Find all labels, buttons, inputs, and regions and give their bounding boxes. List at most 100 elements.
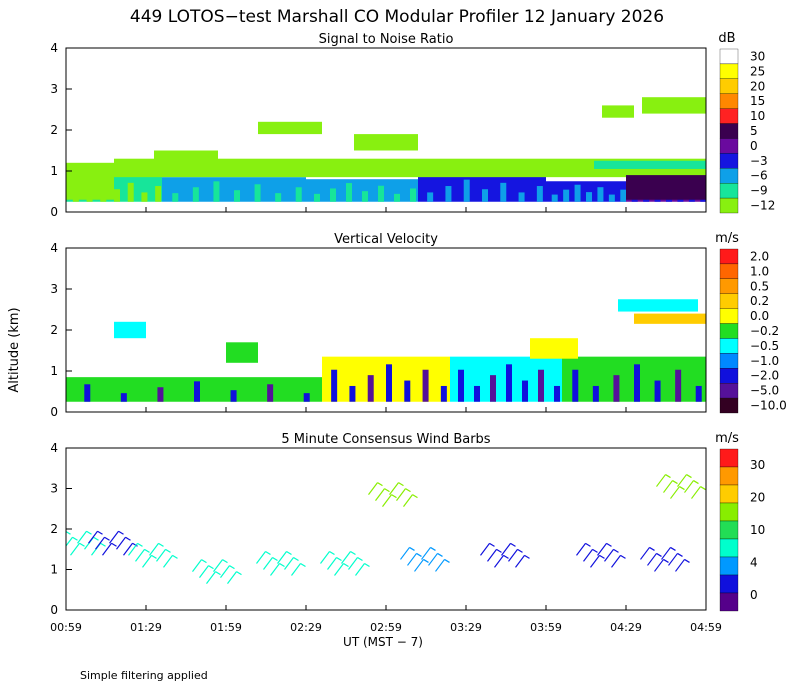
y-tick-label: 3 — [50, 282, 58, 296]
heatmap-streak — [295, 187, 302, 202]
heatmap-streak — [314, 193, 320, 202]
wind-barb — [95, 536, 105, 550]
plot-area — [66, 474, 706, 584]
wind-barb — [597, 543, 607, 556]
wind-barb-flag — [670, 546, 676, 551]
wind-barb — [668, 553, 678, 566]
colorbar-swatch — [719, 278, 739, 294]
wind-barb — [421, 547, 431, 560]
heatmap-patch — [634, 313, 706, 324]
colorbar-swatch — [719, 592, 739, 612]
wind-barb-flag — [236, 571, 242, 576]
heatmap-streak — [114, 189, 120, 202]
wind-barb — [675, 559, 685, 572]
colorbar-label: 0 — [750, 139, 758, 153]
heatmap-streak — [84, 384, 91, 402]
wind-barb-flag — [656, 552, 662, 557]
colorbar-swatch — [719, 138, 739, 154]
colorbar-units: m/s — [715, 431, 739, 446]
heatmap-patch — [154, 150, 218, 167]
wind-barb-flag — [686, 474, 692, 479]
x-tick-label: 04:59 — [690, 621, 722, 634]
wind-barb-flag — [350, 550, 356, 556]
heatmap-streak — [613, 375, 620, 402]
wind-barb-flag — [293, 556, 299, 562]
heatmap-streak — [213, 181, 220, 202]
colorbar-swatch — [719, 466, 739, 486]
wind-barb-flag — [409, 546, 415, 551]
wind-barb — [368, 482, 378, 496]
heatmap-patch — [354, 134, 418, 151]
colorbar-label: 25 — [750, 64, 765, 78]
heatmap-streak — [378, 185, 384, 202]
heatmap-streak — [474, 385, 480, 402]
wind-barb-flag — [679, 486, 685, 491]
y-tick-label: 4 — [50, 441, 58, 455]
wind-barb-flag — [86, 530, 92, 535]
wind-barb — [199, 565, 209, 578]
x-tick-label: 03:29 — [450, 621, 482, 634]
wind-barb — [270, 563, 280, 576]
wind-barb — [156, 549, 166, 562]
heatmap-streak — [234, 190, 240, 202]
heatmap-streak — [303, 393, 310, 402]
y-tick-label: 3 — [50, 482, 58, 496]
chart-title: 449 LOTOS−test Marshall CO Modular Profi… — [130, 7, 664, 27]
colorbar-label: 5 — [750, 124, 758, 138]
colorbar-swatch — [719, 263, 739, 279]
heatmap-streak — [367, 375, 374, 402]
wind-barb-flag — [693, 480, 699, 485]
heatmap-streak — [506, 364, 512, 402]
wind-barb — [70, 542, 80, 556]
wind-barb-flag — [158, 542, 164, 547]
wind-barb — [206, 571, 216, 584]
wind-barb — [654, 559, 664, 572]
colorbar-swatch — [719, 293, 739, 309]
wind-barb — [407, 553, 417, 566]
wind-barb-flag — [384, 488, 390, 493]
wind-barb-flag — [118, 530, 124, 535]
colorbar-label: 10 — [750, 109, 765, 123]
y-tick-label: 1 — [50, 164, 58, 178]
y-tick-label: 3 — [50, 82, 58, 96]
heatmap-streak — [230, 390, 237, 402]
wind-barb — [88, 530, 98, 544]
colorbar-swatch — [719, 63, 739, 79]
wind-barb-flag — [172, 554, 178, 559]
wind-barb — [163, 555, 173, 568]
colorbar-label: −0.5 — [750, 339, 779, 353]
colorbar-label: 15 — [750, 94, 765, 108]
footnote: Simple filtering applied — [80, 669, 208, 682]
wind-barb — [691, 486, 701, 499]
heatmap-streak — [127, 182, 134, 202]
wind-barb — [647, 553, 657, 566]
colorbar-label: −6 — [750, 169, 768, 183]
heatmap-streak — [620, 189, 627, 202]
heatmap-streak — [157, 387, 164, 402]
wind-barb-flag — [416, 552, 422, 557]
colorbar-swatch — [719, 383, 739, 399]
x-tick-label: 01:29 — [130, 621, 162, 634]
colorbar-swatch — [719, 197, 739, 214]
x-tick-label: 04:29 — [610, 621, 642, 634]
heatmap-streak — [522, 380, 528, 402]
wind-barb-flag — [132, 542, 138, 547]
wind-barb-flag — [405, 488, 411, 493]
colorbar-swatch — [719, 108, 739, 124]
wind-barb — [400, 547, 410, 560]
y-tick-label: 2 — [50, 522, 58, 536]
colorbar-swatch — [719, 520, 739, 540]
wind-barb-flag — [606, 542, 612, 547]
heatmap-streak — [346, 183, 352, 202]
y-tick-label: 2 — [50, 323, 58, 337]
colorbar-label: −9 — [750, 184, 768, 198]
colorbar-label: −12 — [750, 199, 775, 213]
heatmap-streak — [427, 192, 434, 202]
wind-barb — [487, 549, 497, 562]
wind-barb-flag — [364, 562, 370, 568]
heatmap-patch — [114, 321, 146, 339]
heatmap-streak — [574, 184, 581, 202]
wind-barb-flag — [343, 562, 349, 568]
wind-barb — [149, 543, 159, 556]
y-tick-label: 0 — [50, 603, 58, 617]
